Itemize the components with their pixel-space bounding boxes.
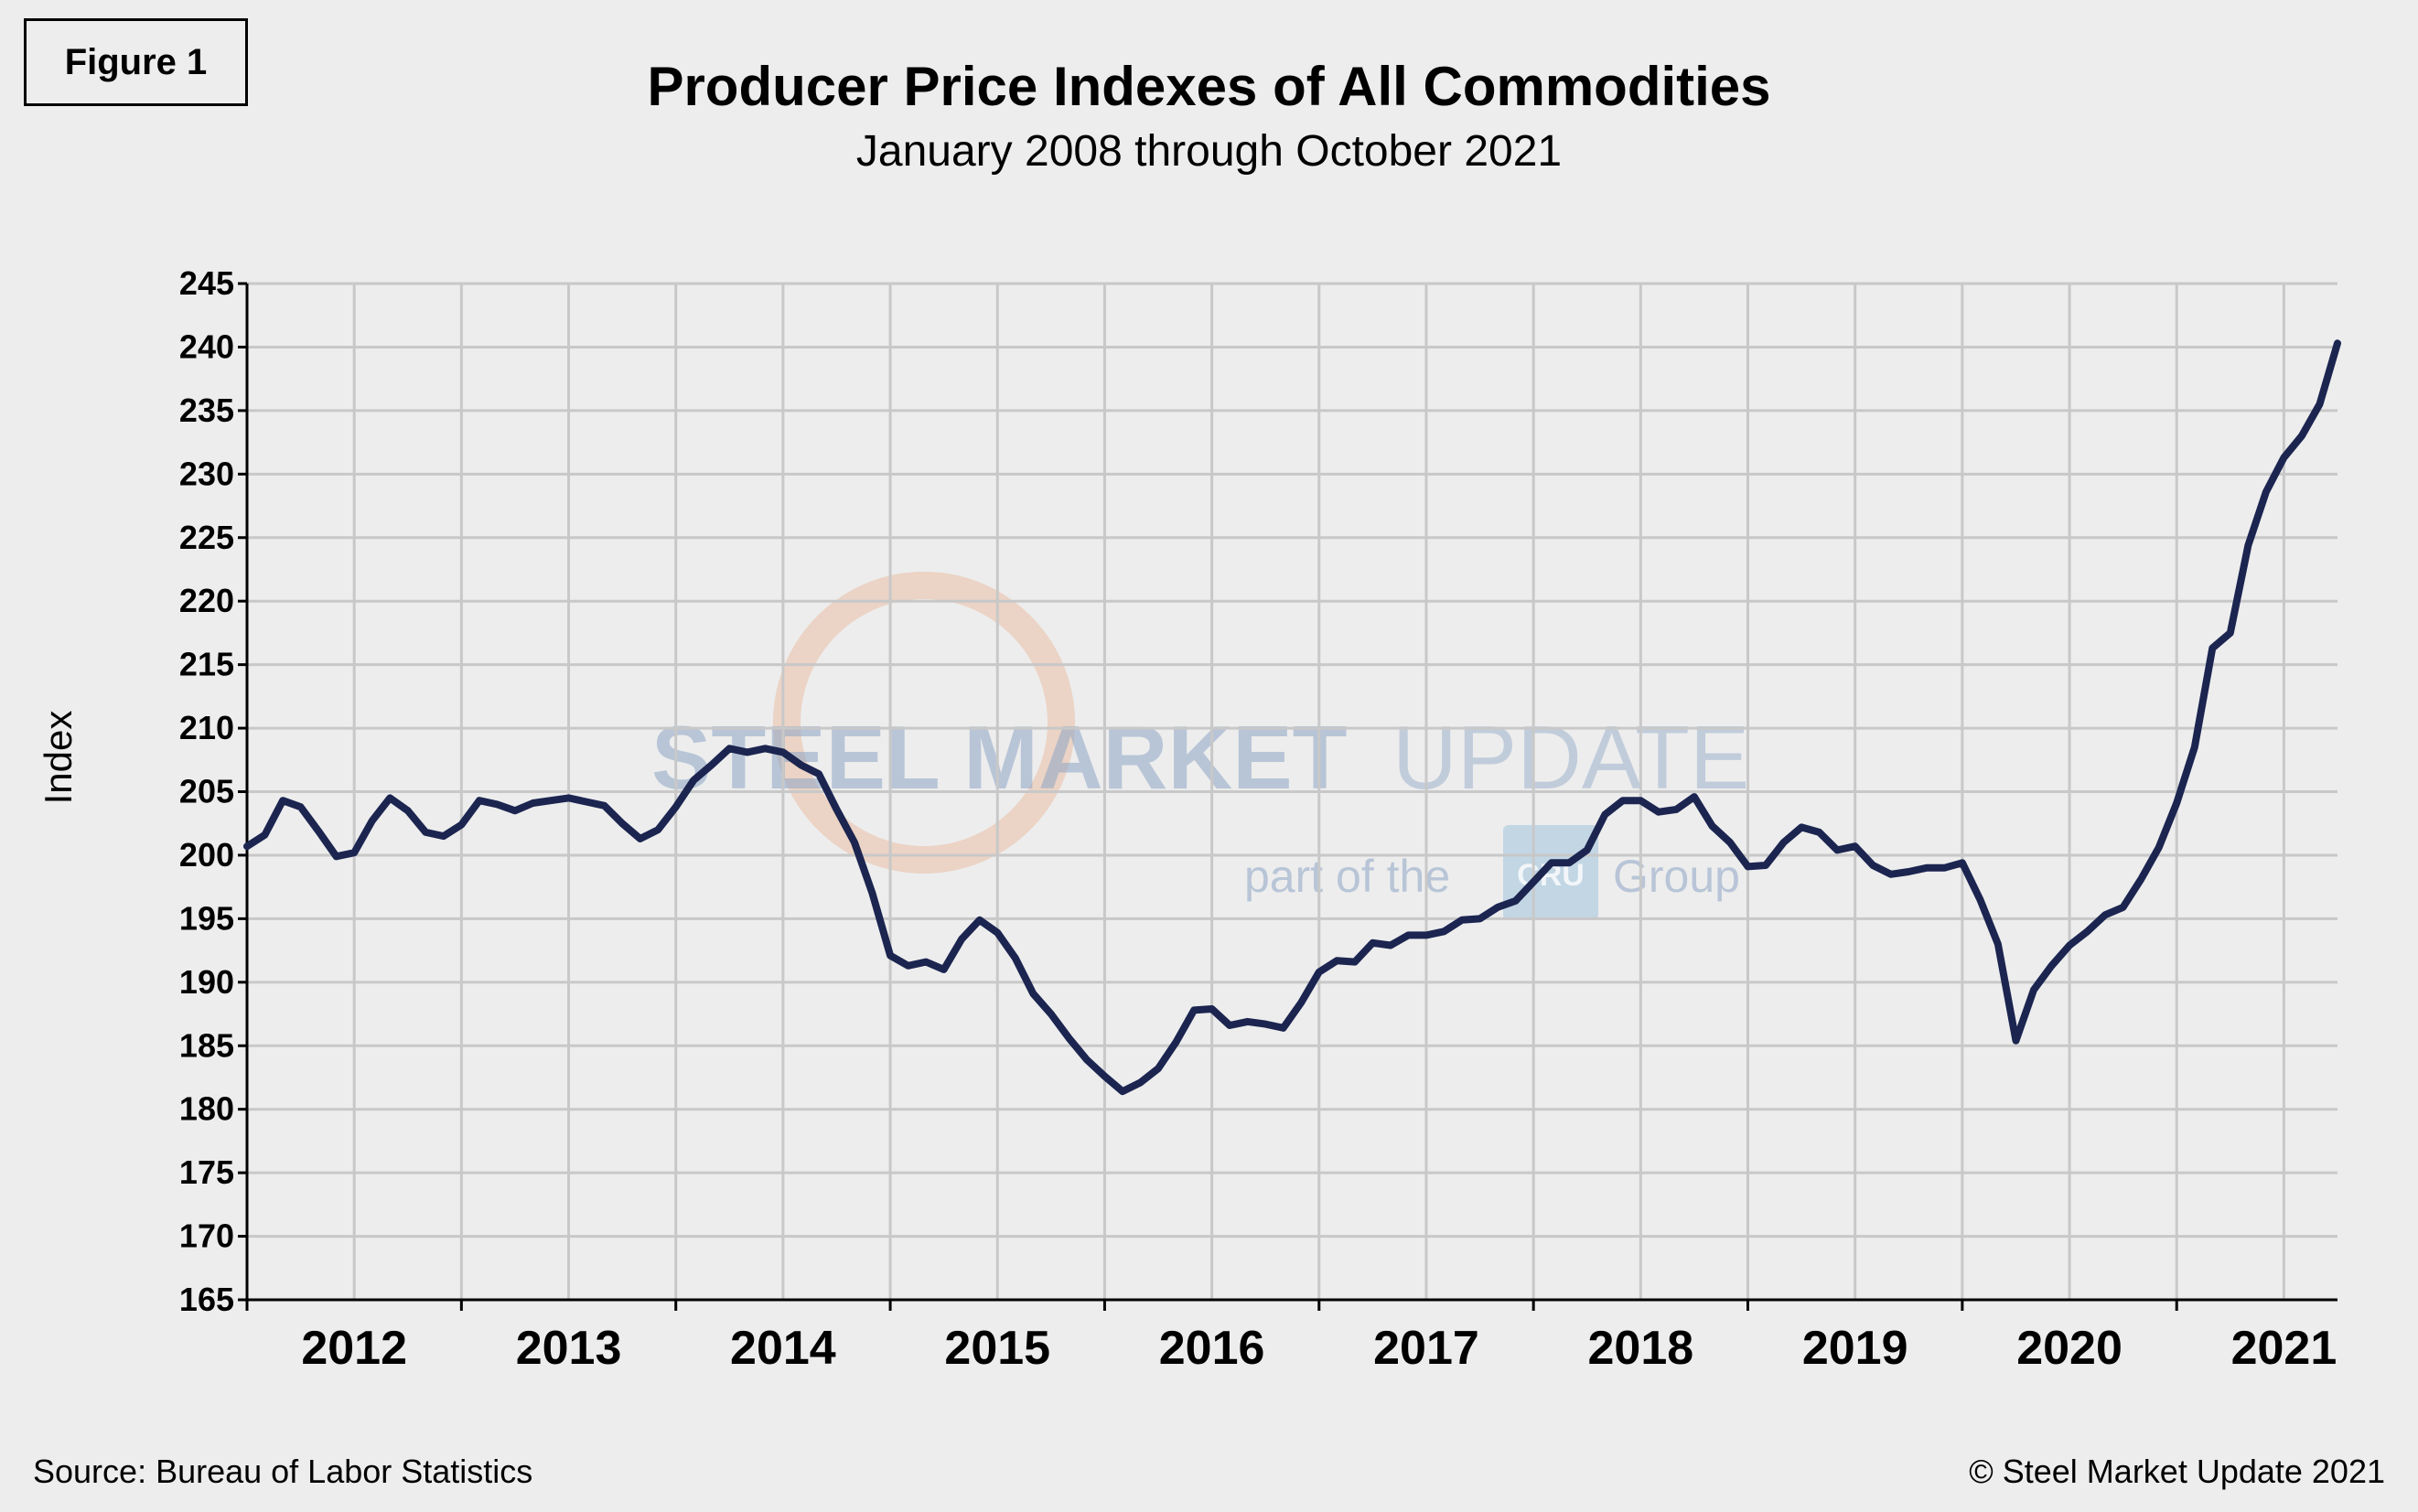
x-tick-label: 2020 [2016, 1322, 2122, 1375]
y-tick-labels: 165 170 175 180 185 190 195 200 205 210 215 220 225 2… [179, 264, 234, 1318]
watermark: STEEL MARKET UPDATE part of the CRU Grou… [651, 572, 1749, 920]
y-tick-label: 225 [179, 519, 234, 556]
x-tick-label: 2019 [1802, 1322, 1908, 1375]
y-tick-label: 190 [179, 963, 234, 1001]
y-tick-label: 235 [179, 391, 234, 429]
axes [238, 282, 2337, 1311]
x-tick-label: 2014 [730, 1322, 836, 1375]
y-tick-label: 205 [179, 773, 234, 810]
watermark-ring [773, 572, 1075, 874]
watermark-group: Group [1613, 851, 1740, 902]
y-tick-label: 215 [179, 646, 234, 683]
y-tick-label: 170 [179, 1217, 234, 1255]
x-tick-label: 2018 [1587, 1322, 1693, 1375]
chart-subtitle: January 2008 through October 2021 [855, 127, 1563, 176]
series-layer [243, 339, 2341, 1096]
y-tick-label: 240 [179, 327, 234, 365]
ppi-series-line [243, 339, 2341, 1096]
x-tick-label: 2015 [944, 1322, 1050, 1375]
y-tick-label: 200 [179, 836, 234, 874]
source-note: Source: Bureau of Labor Statistics [33, 1453, 533, 1490]
y-tick-label: 230 [179, 455, 234, 492]
figure-label: Figure 1 [24, 18, 248, 106]
y-tick-label: 195 [179, 899, 234, 937]
chart-title: Producer Price Indexes of All Commoditie… [647, 56, 1771, 117]
watermark-part-of: part of the [1244, 851, 1450, 902]
x-tick-label: 2013 [516, 1322, 622, 1375]
x-tick-label: 2012 [301, 1322, 407, 1375]
grid [247, 282, 2337, 1300]
y-tick-label: 180 [179, 1090, 234, 1128]
x-tick-label: 2017 [1373, 1322, 1479, 1375]
y-tick-label: 165 [179, 1281, 234, 1318]
x-tick-label: 2016 [1159, 1322, 1265, 1375]
y-tick-label: 175 [179, 1153, 234, 1191]
x-tick-label: 2021 [2231, 1322, 2337, 1375]
x-tick-labels: 2012 2013 2014 2015 2016 2017 2018 2019 2020 2021 [301, 1322, 2337, 1375]
y-tick-label: 245 [179, 264, 234, 302]
y-tick-label: 220 [179, 582, 234, 619]
watermark-logo-box [1503, 825, 1598, 920]
y-tick-label: 210 [179, 709, 234, 746]
copyright-note: © Steel Market Update 2021 [1969, 1453, 2385, 1490]
y-tick-label: 185 [179, 1026, 234, 1064]
